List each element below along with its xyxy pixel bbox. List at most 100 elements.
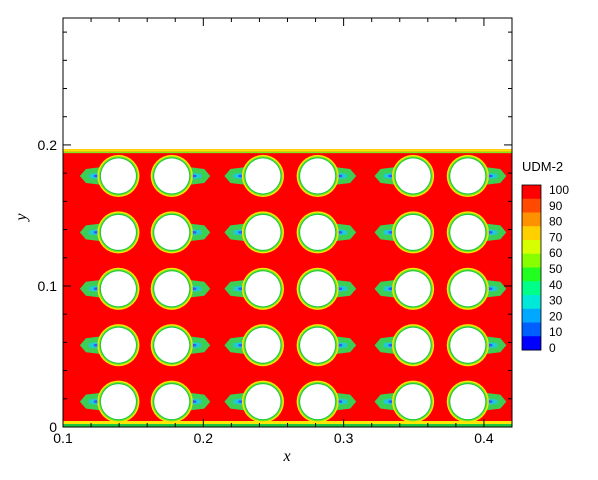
obstacle-cylinder — [150, 380, 211, 423]
obstacle-cylinder — [374, 154, 435, 197]
cylinder — [300, 327, 336, 363]
x-tick-label: 0.2 — [194, 430, 214, 446]
y-tick-label: 0.2 — [38, 137, 58, 153]
legend-level-label: 50 — [549, 262, 563, 276]
legend-level-label: 0 — [549, 341, 556, 355]
cylinder — [450, 158, 486, 194]
cylinder — [450, 214, 486, 250]
top-boundary-strip — [63, 149, 512, 152]
cylinder — [300, 214, 336, 250]
obstacle-cylinder — [446, 267, 507, 310]
cylinder — [245, 327, 281, 363]
legend-level-label: 40 — [549, 278, 563, 292]
cylinder — [100, 384, 136, 420]
legend-swatch — [522, 308, 541, 323]
legend-level-label: 30 — [549, 294, 563, 308]
cylinder — [450, 271, 486, 307]
obstacle-cylinder — [446, 380, 507, 423]
legend-swatch — [522, 295, 541, 310]
legend-frame — [521, 184, 542, 351]
cylinder — [154, 214, 190, 250]
legend-level-label: 70 — [549, 230, 563, 244]
y-axis-label: y — [13, 213, 30, 223]
x-tick-label: 0.4 — [474, 430, 494, 446]
legend-swatch — [522, 240, 541, 255]
obstacle-cylinder — [79, 324, 140, 367]
obstacle-cylinder — [374, 267, 435, 310]
x-tick-label: 0.1 — [53, 430, 73, 446]
x-axis-label: x — [282, 448, 290, 465]
cylinder — [154, 384, 190, 420]
cylinder — [300, 271, 336, 307]
obstacle-cylinder — [79, 211, 140, 254]
cylinder — [300, 158, 336, 194]
cylinder — [245, 271, 281, 307]
cylinder — [300, 384, 336, 420]
legend-level-label: 60 — [549, 246, 563, 260]
cylinder — [100, 214, 136, 250]
obstacle-cylinder — [150, 154, 211, 197]
cylinder — [395, 384, 431, 420]
legend-level-label: 80 — [549, 215, 563, 229]
obstacle-cylinder — [224, 211, 284, 254]
obstacle-cylinder — [446, 324, 507, 367]
obstacle-cylinder — [296, 380, 357, 423]
y-tick-label: 0.1 — [38, 278, 58, 294]
cylinder — [154, 158, 190, 194]
cylinder — [245, 384, 281, 420]
legend-swatch — [522, 281, 541, 296]
obstacle-cylinder — [374, 324, 435, 367]
cylinder — [100, 158, 136, 194]
obstacle-cylinder — [296, 267, 357, 310]
legend-swatch — [522, 212, 541, 227]
bottom-boundary-strip — [63, 421, 512, 424]
obstacle-cylinder — [150, 267, 211, 310]
legend-swatch — [522, 322, 541, 337]
legend-level-label: 100 — [549, 183, 569, 197]
obstacle-cylinder — [150, 324, 211, 367]
cylinder — [100, 327, 136, 363]
legend-level-label: 10 — [549, 325, 563, 339]
obstacle-cylinder — [374, 211, 435, 254]
cylinder — [154, 327, 190, 363]
obstacle-cylinder — [446, 211, 507, 254]
obstacle-cylinder — [79, 154, 140, 197]
legend-swatch — [522, 267, 541, 282]
cylinder — [245, 158, 281, 194]
obstacle-cylinder — [79, 380, 140, 423]
legend-title: UDM-2 — [522, 159, 563, 174]
cylinder — [245, 214, 281, 250]
obstacle-cylinder — [150, 211, 211, 254]
obstacle-cylinder — [446, 154, 507, 197]
top-boundary-strip — [63, 151, 512, 154]
cylinder — [450, 384, 486, 420]
obstacle-cylinder — [296, 211, 357, 254]
legend-level-label: 90 — [549, 199, 563, 213]
obstacle-cylinder — [224, 154, 284, 197]
axes: 0.1 0.2 0.3 0.400.10.2 — [38, 18, 512, 446]
legend-swatch — [522, 253, 541, 268]
obstacle-cylinder — [79, 267, 140, 310]
cylinder — [395, 327, 431, 363]
cylinder — [154, 271, 190, 307]
cylinder — [100, 271, 136, 307]
obstacle-cylinder — [224, 380, 284, 423]
legend-swatch — [522, 198, 541, 213]
legend-level-label: 20 — [549, 309, 563, 323]
cylinder — [395, 158, 431, 194]
obstacle-cylinder — [374, 380, 435, 423]
cylinder — [450, 327, 486, 363]
legend-swatch — [522, 185, 541, 200]
cylinder — [395, 271, 431, 307]
contour-field — [63, 149, 512, 427]
obstacle-cylinder — [296, 324, 357, 367]
obstacle-cylinder — [224, 324, 284, 367]
obstacle-cylinder — [224, 267, 284, 310]
y-tick-label: 0 — [49, 419, 57, 435]
cylinder — [395, 214, 431, 250]
x-tick-label: 0.3 — [334, 430, 354, 446]
obstacle-cylinder — [296, 154, 357, 197]
legend-swatch — [522, 336, 541, 351]
